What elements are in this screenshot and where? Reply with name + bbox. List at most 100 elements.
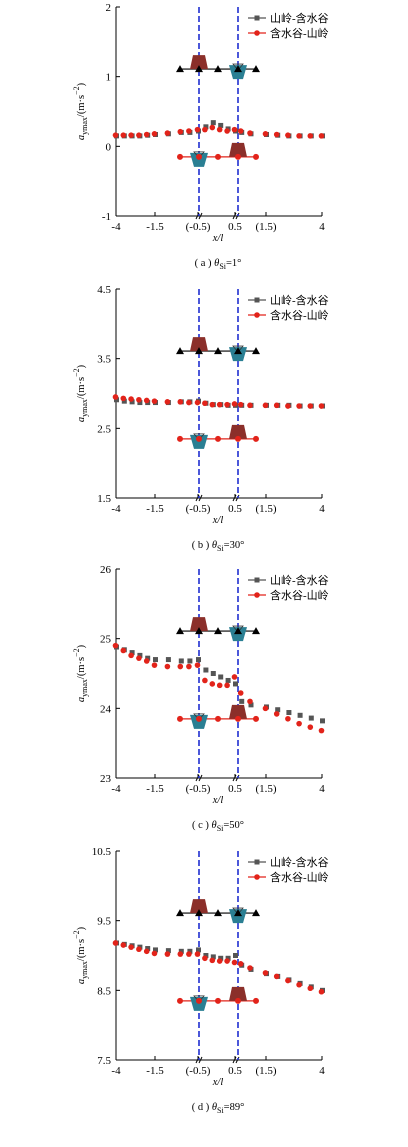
data-point-series2 [307,133,314,139]
schematic-circle-marker [177,153,183,160]
x-tick-label: (1.5) [255,221,276,233]
y-tick-label: 24 [100,703,112,715]
data-point-series2 [186,128,192,134]
data-point-series2 [273,131,280,138]
data-point-series2 [273,973,280,980]
data-point-series2 [202,400,208,407]
data-point-series1 [121,398,127,404]
data-point-series1 [210,954,216,960]
x-axis-label: x/l [212,1077,224,1088]
panel-caption: ( c ) θSi=50° [192,820,244,833]
data-point-series2 [202,677,208,684]
legend-marker-series1 [254,859,260,865]
x-axis-label: x/l [212,795,224,806]
data-point-series2 [296,133,302,139]
schematic-circle-marker [253,153,259,160]
data-point-series2 [224,128,230,134]
x-tick-label: -1.5 [146,1065,164,1077]
data-point-series1 [203,124,209,130]
schematic-circle-marker [215,153,221,160]
data-point-series1 [145,655,151,661]
data-point-series2 [307,724,314,730]
schematic-circle-marker [215,435,221,442]
data-point-series2 [136,655,142,661]
data-point-series2 [262,970,269,976]
schematic-triangle-marker [234,347,242,355]
ridge-shape [229,986,247,1001]
legend-label-series1: 山岭-含水谷 [270,11,329,25]
x-tick-label: 4 [319,221,325,233]
data-point-series2 [262,402,269,409]
legend-label-series2: 含水谷-山岭 [270,870,329,884]
data-point-series1 [225,677,231,683]
y-axis-label: aymax/(m·s−2) [72,644,89,702]
data-point-series2 [318,133,325,139]
data-point-series2 [231,126,238,133]
schematic-triangle-marker [195,65,203,73]
data-point-series2 [177,128,184,135]
data-point-series2 [177,399,184,405]
data-point-series1 [145,946,151,952]
data-point-series1 [165,948,171,954]
data-point-series2 [216,126,223,133]
data-point-series1 [187,658,193,664]
data-point-series2 [164,663,171,670]
data-point-series2 [296,720,302,727]
data-point-series2 [224,958,230,964]
valley-marker-icon [193,433,205,441]
schematic-triangle-marker [214,65,222,73]
x-axis-label: x/l [212,233,224,244]
data-point-series1 [129,650,135,656]
data-point-series2 [151,662,158,668]
data-point-series2 [307,403,314,409]
data-point-series2 [209,681,216,687]
data-point-series2 [285,715,291,722]
data-point-series1 [218,122,224,128]
data-point-series2 [120,942,127,948]
schematic-triangle-marker [234,65,242,73]
x-tick-label: (-0.5) [186,221,211,233]
data-point-series1 [218,674,224,680]
data-point-series1 [178,658,184,664]
data-point-series1 [225,955,231,961]
data-point-series2 [318,403,325,409]
data-point-series2 [224,682,230,689]
x-tick-label: -4 [111,783,121,795]
y-tick-label: 4.5 [97,284,111,296]
schematic-triangle-marker [176,65,184,73]
x-tick-label: -1.5 [146,503,164,515]
y-tick-label: 8.5 [97,985,111,997]
data-point-series1 [137,652,143,658]
legend-label-series2: 含水谷-山岭 [270,26,329,40]
y-tick-label: 7.5 [97,1055,111,1067]
valley-marker-icon [232,345,244,353]
legend-marker-series1 [254,577,260,583]
x-tick-label: 4 [319,1065,325,1077]
data-point-series2 [136,396,142,403]
data-point-series1 [239,698,245,704]
schematic-triangle-marker [214,627,222,635]
data-point-series2 [237,128,244,134]
schematic-triangle-marker [195,627,203,635]
schematic-triangle-marker [176,627,184,635]
data-point-series2 [202,126,208,133]
data-point-series2 [177,663,184,670]
legend-marker-series2 [254,30,260,36]
data-point-series2 [273,711,280,717]
data-point-series2 [120,132,127,138]
schematic-triangle-marker [234,627,242,635]
schematic-circle-marker [177,715,183,722]
axis-break-mark [198,212,203,220]
ridge-shape [229,704,247,719]
x-tick-label: (-0.5) [186,783,211,795]
data-point-series1 [196,657,201,663]
y-tick-label: 3.5 [97,354,111,366]
ridge-shape [229,424,247,439]
chart-panel: 23 24 25 26 -4 -1.5 (-0.5) 0.5 (1.5) 4 x/l aymax/(m… [72,564,329,833]
data-point-series2 [285,977,291,984]
y-tick-label: -1 [102,211,111,223]
x-tick-label: -1.5 [146,783,164,795]
axis-break-mark [232,494,237,502]
data-point-series1 [297,712,303,718]
data-point-series1 [129,399,135,405]
